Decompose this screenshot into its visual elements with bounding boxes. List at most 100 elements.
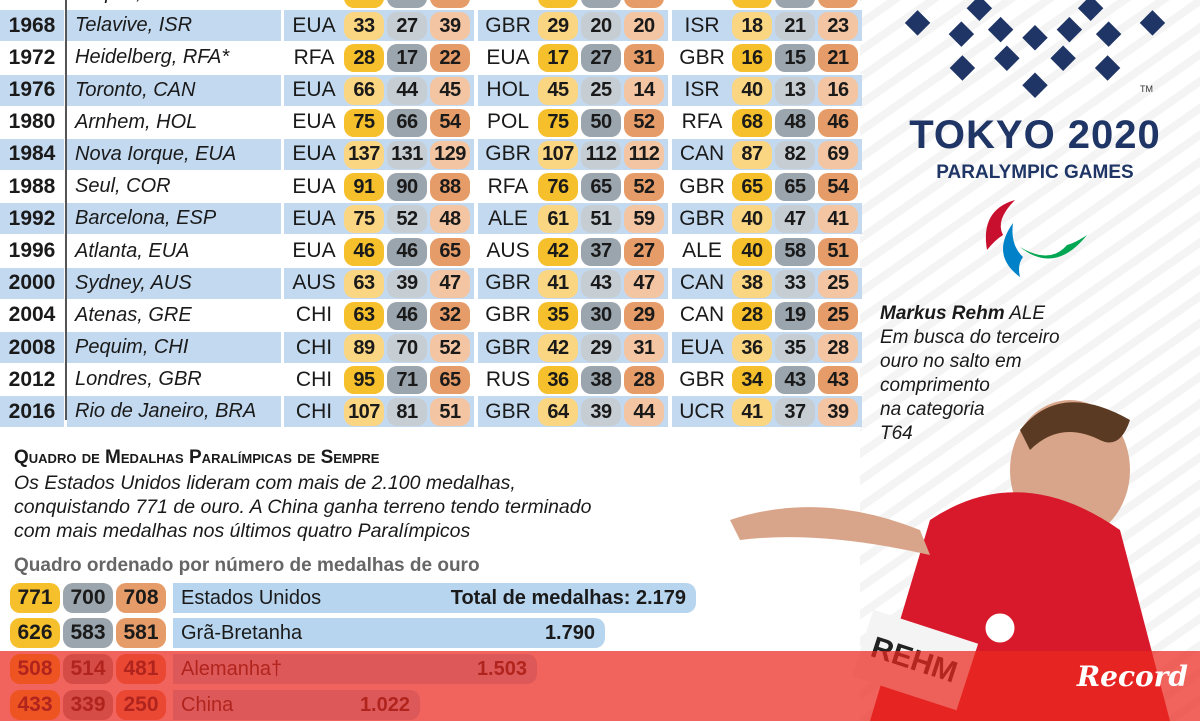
bronze-count: 51 — [818, 237, 858, 266]
gold-count: 35 — [538, 301, 578, 330]
gold-count: 95 — [344, 366, 384, 395]
country-code: GBR — [485, 13, 531, 37]
bronze-count: 54 — [430, 108, 470, 137]
year: 1988 — [8, 174, 56, 198]
table-row: 1968 Telavive, ISR EUA 33 27 39 GBR 29 2… — [0, 10, 864, 43]
podium-place-2: GBR 42 29 31 — [478, 332, 668, 364]
gold-count: 107 — [344, 398, 384, 427]
podium-place-3: ISR 40 13 16 — [672, 74, 862, 106]
gold-count: 65 — [732, 173, 772, 202]
country-code: EUA — [284, 0, 344, 9]
gold-count: 28 — [732, 301, 772, 330]
country-code: EUA — [292, 142, 336, 166]
year: 1992 — [0, 203, 64, 235]
medal-table: 1964 Tóquio, JAP EUA GBR ITA 1968 Telavi… — [0, 0, 864, 429]
silver-count — [775, 0, 815, 8]
year: 1980 — [8, 110, 56, 134]
silver-count: 47 — [775, 205, 815, 234]
silver-count: 65 — [581, 173, 621, 202]
silver-count — [581, 0, 621, 8]
country-code: RUS — [485, 367, 531, 391]
total-medals: 1.790 — [544, 621, 595, 644]
country-code: GBR — [485, 335, 531, 359]
podium-place-2: GBR — [478, 0, 668, 9]
host-city: Atenas, GRE — [75, 303, 192, 326]
caption-line: T64 — [880, 423, 913, 444]
table-row: 1976 Toronto, CAN EUA 66 44 45 HOL 45 25… — [0, 74, 864, 107]
silver-count: 66 — [387, 108, 427, 137]
podium-place-3: ALE 40 58 51 — [672, 236, 862, 267]
caption-line: ouro no salto em — [880, 351, 1022, 372]
podium-place-1: EUA 75 66 54 — [284, 107, 474, 138]
podium-place-1: RFA 28 17 22 — [284, 42, 474, 73]
podium-place-2: HOL 45 25 14 — [478, 74, 668, 106]
table-row: 1996 Atlanta, EUA EUA 46 46 65 AUS 42 37… — [0, 236, 864, 268]
year: 1968 — [0, 10, 64, 42]
gold-count: 75 — [344, 108, 384, 137]
bronze-count: 31 — [624, 44, 664, 73]
silver-count: 37 — [775, 398, 815, 427]
bronze-count: 52 — [624, 173, 664, 202]
silver-count: 43 — [775, 366, 815, 395]
podium-place-3: RFA 68 48 46 — [672, 107, 862, 138]
podium-place-3: EUA 36 35 28 — [672, 332, 862, 364]
silver-count: 44 — [387, 76, 427, 105]
athlete-country: ALE — [1009, 303, 1046, 324]
bronze-count: 46 — [818, 108, 858, 137]
year: 1972 — [8, 45, 56, 69]
podium-place-1: CHI 107 81 51 — [284, 396, 474, 428]
silver-count: 48 — [775, 108, 815, 137]
podium-place-1: EUA 33 27 39 — [284, 10, 474, 42]
gold-count: 68 — [732, 108, 772, 137]
silver-count: 17 — [387, 44, 427, 73]
bronze-count: 65 — [430, 366, 470, 395]
gold-count: 28 — [344, 44, 384, 73]
podium-place-1: CHI 95 71 65 — [284, 364, 474, 395]
podium-place-3: ITA — [672, 0, 862, 9]
gold-count: 45 — [538, 76, 578, 105]
desc-line: com mais medalhas nos últimos quatro Par… — [14, 520, 471, 542]
podium-place-2: ALE 61 51 59 — [478, 203, 668, 235]
silver-count: 21 — [775, 12, 815, 41]
bronze-count: 112 — [624, 140, 664, 169]
gold-count: 61 — [538, 205, 578, 234]
country-code: GBR — [485, 399, 531, 423]
total-bar: Grã-Bretanha 1.790 — [173, 618, 605, 648]
athlete-name: Markus Rehm — [880, 303, 1005, 324]
podium-place-3: GBR 40 47 41 — [672, 203, 862, 235]
gold-count: 41 — [538, 269, 578, 298]
podium-place-1: EUA 91 90 88 — [284, 171, 474, 202]
silver-count: 71 — [387, 366, 427, 395]
year: 1996 — [8, 239, 56, 262]
bronze-count: 48 — [430, 205, 470, 234]
bronze-count: 25 — [818, 269, 858, 298]
silver-count: 20 — [581, 12, 621, 41]
table-row: 1980 Arnhem, HOL EUA 75 66 54 POL 75 50 … — [0, 107, 864, 139]
host-city: Atlanta, EUA — [75, 239, 190, 262]
divider — [65, 0, 67, 420]
gold-count: 771 — [10, 583, 60, 613]
bronze-count — [430, 0, 470, 8]
silver-count: 46 — [387, 237, 427, 266]
alltime-subtitle: Quadro ordenado por número de medalhas d… — [14, 555, 480, 576]
year: 1964 — [0, 0, 64, 9]
silver-count: 39 — [581, 398, 621, 427]
bronze-count: 28 — [818, 334, 858, 363]
tokyo-2020-emblem: TM — [905, 0, 1165, 98]
host-city: Seul, COR — [75, 175, 171, 198]
silver-count: 27 — [387, 12, 427, 41]
podium-place-2: GBR 41 43 47 — [478, 267, 668, 299]
podium-place-3: GBR 16 15 21 — [672, 42, 862, 73]
country-code: GBR — [478, 0, 538, 9]
country-code: CHI — [295, 367, 333, 391]
table-row: 2012 Londres, GBR CHI 95 71 65 RUS 36 38… — [0, 364, 864, 397]
gold-count: 41 — [732, 398, 772, 427]
podium-place-1: EUA 46 46 65 — [284, 236, 474, 267]
gold-count: 63 — [344, 269, 384, 298]
podium-place-1: CHI 89 70 52 — [284, 332, 474, 364]
gold-count: 17 — [538, 44, 578, 73]
country-code: EUA — [292, 174, 336, 198]
silver-count: 90 — [387, 173, 427, 202]
athlete-caption: Markus Rehm ALE Em busca do terceiro our… — [880, 302, 1120, 446]
country-code: EUA — [292, 13, 336, 37]
